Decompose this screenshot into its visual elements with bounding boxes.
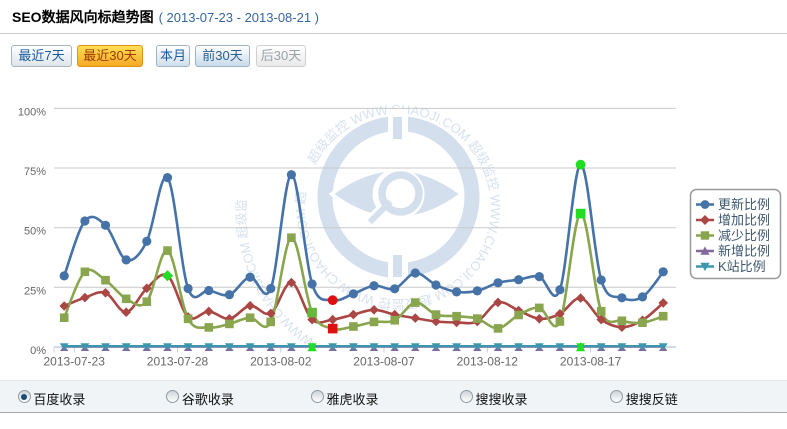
svg-text:增加比例: 增加比例 <box>718 213 770 228</box>
svg-text:K站比例: K站比例 <box>718 259 766 274</box>
svg-text:2013-08-17: 2013-08-17 <box>560 355 622 369</box>
svg-text:75%: 75% <box>24 166 46 178</box>
svg-text:2013-07-23: 2013-07-23 <box>44 355 106 369</box>
svg-text:更新比例: 更新比例 <box>718 197 770 212</box>
svg-text:减少比例: 减少比例 <box>718 228 770 243</box>
svg-text:2013-08-02: 2013-08-02 <box>250 355 312 369</box>
svg-text:50%: 50% <box>24 226 46 238</box>
svg-text:100%: 100% <box>18 106 46 118</box>
svg-text:新增比例: 新增比例 <box>718 244 770 259</box>
svg-text:2013-08-12: 2013-08-12 <box>457 355 519 369</box>
svg-text:2013-08-07: 2013-08-07 <box>353 355 415 369</box>
svg-text:25%: 25% <box>24 285 46 297</box>
svg-text:0%: 0% <box>30 345 46 357</box>
svg-text:2013-07-28: 2013-07-28 <box>147 355 209 369</box>
